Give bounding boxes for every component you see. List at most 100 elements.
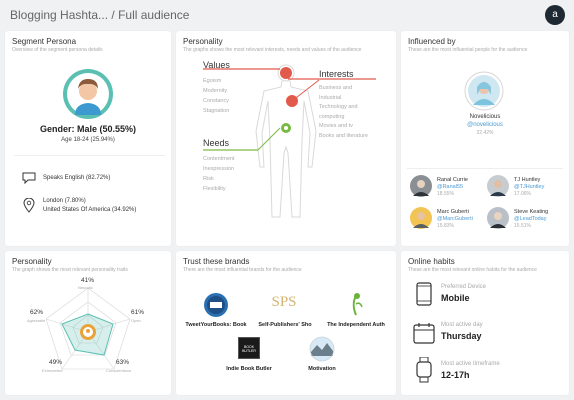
card-title: Trust these brands [183, 257, 250, 266]
interests-item: Business and [319, 85, 353, 91]
trait-label: Conscientious [106, 368, 132, 373]
influencer-name: Ranal Currie [437, 177, 468, 183]
brand-logo-indie-book-butler-icon[interactable]: BOOK BUTLER [238, 337, 260, 359]
card-title: Personality [183, 37, 223, 46]
values-list: Egoism Modernity Constancy Stagnation [203, 76, 229, 116]
trait-label: Extroverted [42, 368, 63, 373]
card-title: Personality [12, 257, 52, 266]
trait-label: Agreeable [27, 318, 46, 323]
influencer-handle[interactable]: @Ranal55 [437, 184, 464, 190]
trait-pct: 61% [131, 309, 145, 316]
influencer-pct: 17.06% [514, 191, 531, 197]
influenced-by-card: Influenced by These are the most influen… [401, 31, 569, 246]
day-value: Thursday [441, 331, 482, 341]
brand-logo-icon[interactable]: a [545, 5, 565, 25]
device-value: Mobile [441, 293, 470, 303]
brand-logo-motivation-icon[interactable] [309, 336, 335, 362]
time-label: Most active timeframe [441, 361, 500, 367]
values-item: Constancy [203, 98, 229, 104]
personality-traits-card: Personality The graph shows the most rel… [5, 251, 171, 395]
trait-pct: 62% [30, 309, 44, 316]
trait-pct: 49% [49, 359, 63, 366]
values-item: Modernity [203, 88, 228, 94]
interests-label: Interests [319, 69, 354, 79]
divider [14, 155, 165, 156]
influencer-name: Marc Guberti [437, 209, 469, 215]
trusted-brands-card: Trust these brands There are the most in… [176, 251, 396, 395]
card-subtitle: The graph shows the most relevant person… [12, 267, 128, 273]
top-influencer-pct: 22.42% [476, 130, 494, 136]
language-stat: Speaks English (82.72%) [43, 175, 111, 181]
influencer-pct: 15.51% [514, 223, 531, 229]
location-city: London (7.80%) [43, 198, 86, 204]
brand-name[interactable]: Indie Book Butler [226, 366, 272, 372]
brand-name[interactable]: Motivation [308, 366, 336, 372]
influencer-avatar[interactable] [486, 206, 510, 230]
needs-item: Flexibility [203, 186, 226, 192]
influencer-handle[interactable]: @LeadToday [514, 216, 547, 222]
values-item: Egoism [203, 78, 222, 84]
values-label: Values [203, 60, 230, 70]
top-bar: Blogging Hashta... / Full audience a [0, 0, 574, 28]
card-title: Segment Persona [12, 37, 77, 46]
brand-logo-sps-icon[interactable]: SPS [271, 294, 297, 310]
interests-item: Technology and [319, 104, 358, 110]
influencer-pct: 18.55% [437, 191, 454, 197]
avatar-male-icon [63, 69, 113, 119]
interests-item: Industrial [319, 94, 342, 101]
influencer-avatar[interactable] [409, 174, 433, 198]
radar-chart [45, 287, 131, 370]
brand-name[interactable]: The Independent Auth [327, 322, 385, 328]
location-country: United States Of America (34.92%) [43, 207, 137, 213]
card-subtitle: The graphs shows the most relevant inter… [183, 47, 362, 53]
card-subtitle: These are the most influential people fo… [408, 47, 528, 53]
needs-item: Contentment [203, 156, 235, 162]
online-habits-card: Online habits These are the most relevan… [401, 251, 569, 395]
trait-pct: 41% [81, 277, 95, 284]
influencer-name: TJ Huntley [514, 177, 541, 183]
brand-logo-independent-author-icon[interactable] [348, 292, 364, 316]
card-title: Online habits [408, 257, 455, 266]
needs-label: Needs [203, 138, 230, 148]
trait-pct: 63% [116, 359, 130, 366]
time-value: 12-17h [441, 370, 470, 380]
brand-name[interactable]: Self-Publishers' Sho [258, 322, 312, 328]
influencer-avatar[interactable] [486, 174, 510, 198]
day-label: Most active day [441, 322, 483, 328]
body-figure-illustration [203, 64, 376, 218]
mobile-phone-icon [416, 282, 432, 306]
trait-label: Neurotic [78, 285, 93, 290]
brain-icon [280, 67, 292, 79]
top-influencer-avatar[interactable] [464, 71, 504, 111]
top-influencer-handle[interactable]: @novelicious [467, 122, 503, 128]
influencer-handle[interactable]: @TJHuntley [514, 184, 545, 190]
influencer-avatar[interactable] [409, 206, 433, 230]
smartwatch-icon [416, 357, 432, 383]
interests-item: computing [319, 113, 345, 120]
card-subtitle: These are the most relevant online habit… [408, 267, 537, 273]
influencer-pct: 15.83% [437, 223, 454, 229]
brand-name[interactable]: TweetYourBooks: Book [185, 322, 247, 328]
breadcrumb-title: Blogging Hashta... / Full audience [10, 8, 190, 22]
influencer-name: Steve Keating [514, 209, 549, 215]
card-subtitle: Overview of the segment persona details [12, 47, 103, 53]
interests-item: Books and literature [319, 132, 368, 139]
calendar-icon [413, 323, 435, 344]
trait-label: Open [131, 318, 141, 323]
heart-icon [286, 95, 298, 107]
persona-insights-card: Personality The graphs shows the most re… [176, 31, 396, 246]
needs-item: Inexpression [203, 166, 235, 172]
influencer-handle[interactable]: @MarcGuberti [437, 216, 473, 222]
card-title: Influenced by [408, 37, 456, 46]
age-stat: Age 18-24 (25.94%) [61, 137, 115, 143]
device-label: Preferred Device [441, 284, 487, 290]
interests-item: Movies and tv [319, 123, 353, 129]
gender-stat: Gender: Male (50.55%) [39, 124, 137, 134]
interests-list: Business and Industrial Technology and c… [319, 84, 368, 141]
values-item: Stagnation [203, 108, 230, 114]
brand-logo-tweetyourbooks-icon[interactable] [203, 292, 229, 318]
segment-persona-card: Segment Persona Overview of the segment … [5, 31, 171, 246]
location-pin-icon [23, 198, 35, 213]
card-subtitle: There are the most influential brands fo… [183, 267, 302, 273]
top-influencer-name: Novelicious [469, 114, 501, 120]
